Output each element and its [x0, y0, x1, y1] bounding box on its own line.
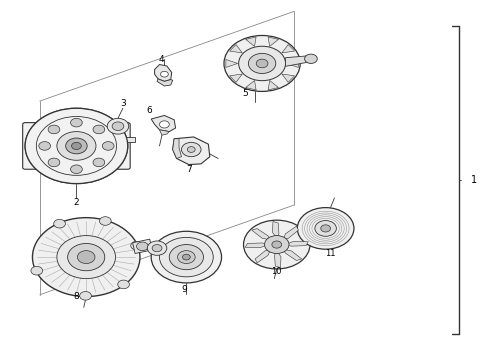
Polygon shape: [282, 74, 294, 82]
Text: 6: 6: [147, 105, 152, 114]
Circle shape: [181, 142, 201, 157]
Circle shape: [244, 220, 310, 269]
Circle shape: [112, 122, 124, 131]
Circle shape: [80, 292, 92, 300]
Polygon shape: [159, 130, 169, 135]
Circle shape: [57, 132, 96, 160]
Polygon shape: [255, 249, 270, 263]
Circle shape: [68, 243, 105, 271]
Circle shape: [39, 141, 50, 150]
Circle shape: [25, 108, 128, 184]
Polygon shape: [123, 137, 135, 142]
Circle shape: [99, 217, 111, 225]
Circle shape: [93, 158, 105, 167]
Circle shape: [224, 36, 300, 91]
Polygon shape: [172, 139, 181, 158]
Circle shape: [72, 142, 81, 149]
Polygon shape: [230, 45, 243, 53]
Polygon shape: [268, 37, 278, 46]
Polygon shape: [172, 137, 210, 165]
Circle shape: [102, 141, 114, 150]
Polygon shape: [286, 55, 311, 66]
Text: 11: 11: [325, 249, 336, 258]
Circle shape: [57, 235, 116, 279]
Circle shape: [256, 59, 268, 68]
Circle shape: [57, 132, 96, 160]
Circle shape: [71, 118, 82, 127]
Text: 4: 4: [158, 55, 164, 64]
Polygon shape: [274, 251, 281, 268]
Text: 5: 5: [242, 89, 248, 98]
Text: 9: 9: [181, 285, 187, 294]
Polygon shape: [286, 242, 308, 246]
Circle shape: [66, 138, 87, 154]
Circle shape: [160, 71, 168, 77]
Circle shape: [169, 244, 203, 270]
Polygon shape: [283, 226, 298, 240]
Text: 7: 7: [186, 165, 192, 174]
Polygon shape: [245, 243, 268, 248]
Polygon shape: [245, 81, 256, 90]
Circle shape: [187, 147, 195, 152]
Text: 10: 10: [271, 267, 282, 276]
Circle shape: [315, 221, 336, 236]
Polygon shape: [155, 64, 172, 81]
Polygon shape: [283, 249, 302, 261]
Polygon shape: [287, 59, 298, 67]
Circle shape: [297, 208, 354, 249]
Polygon shape: [245, 37, 256, 46]
Circle shape: [248, 53, 276, 73]
Circle shape: [159, 121, 169, 128]
Circle shape: [137, 242, 148, 251]
Circle shape: [321, 225, 331, 232]
Circle shape: [93, 125, 105, 134]
Circle shape: [48, 158, 60, 167]
Circle shape: [71, 165, 82, 174]
Polygon shape: [157, 79, 172, 86]
Circle shape: [265, 235, 289, 253]
Polygon shape: [230, 74, 243, 82]
Polygon shape: [268, 81, 278, 90]
Circle shape: [48, 158, 60, 167]
Circle shape: [31, 266, 43, 275]
Circle shape: [151, 231, 221, 283]
Text: 1: 1: [470, 175, 477, 185]
Circle shape: [239, 46, 286, 81]
Polygon shape: [282, 45, 294, 53]
Circle shape: [107, 118, 129, 134]
Circle shape: [305, 54, 318, 63]
Circle shape: [71, 165, 82, 174]
Circle shape: [72, 142, 81, 149]
Circle shape: [118, 280, 129, 289]
Circle shape: [182, 254, 190, 260]
Circle shape: [48, 125, 60, 134]
Polygon shape: [151, 116, 175, 132]
Circle shape: [39, 141, 50, 150]
Polygon shape: [252, 229, 270, 240]
Circle shape: [131, 241, 143, 250]
Circle shape: [147, 241, 167, 255]
Polygon shape: [226, 59, 238, 67]
Circle shape: [159, 237, 213, 277]
FancyBboxPatch shape: [23, 123, 130, 169]
Circle shape: [177, 251, 195, 264]
Circle shape: [77, 251, 95, 264]
Circle shape: [272, 241, 282, 248]
Circle shape: [102, 141, 114, 150]
Polygon shape: [272, 221, 279, 238]
Circle shape: [48, 125, 60, 134]
Circle shape: [152, 244, 162, 252]
Circle shape: [93, 158, 105, 167]
Text: 3: 3: [120, 99, 126, 108]
Text: 2: 2: [74, 198, 79, 207]
Circle shape: [54, 219, 66, 228]
Circle shape: [93, 125, 105, 134]
Polygon shape: [133, 239, 152, 253]
Circle shape: [32, 218, 140, 297]
Circle shape: [25, 108, 128, 184]
Circle shape: [66, 138, 87, 154]
Circle shape: [71, 118, 82, 127]
Text: 8: 8: [74, 292, 79, 301]
